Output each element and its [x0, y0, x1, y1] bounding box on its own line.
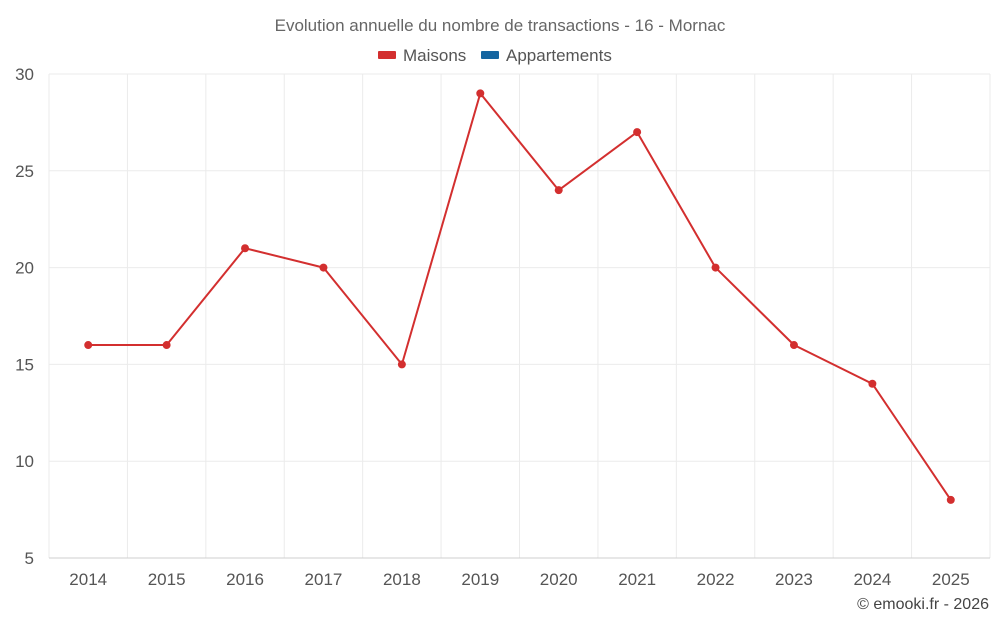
x-tick-label: 2017: [305, 570, 343, 589]
legend-item-appartements[interactable]: Appartements: [481, 46, 612, 65]
grid: [48, 73, 991, 559]
y-tick-label: 20: [15, 259, 34, 278]
x-tick-label: 2021: [618, 570, 656, 589]
x-axis: 2014 2015 2016 2017 2018 2019 2020 2021 2022 2023…: [69, 570, 969, 589]
data-point-maisons[interactable]: [476, 89, 485, 98]
x-tick-label: 2019: [461, 570, 499, 589]
y-tick-label: 25: [15, 162, 34, 181]
legend: Maisons Appartements: [378, 46, 612, 65]
legend-swatch-maisons: [378, 51, 396, 59]
data-point-maisons[interactable]: [868, 379, 877, 388]
data-point-maisons[interactable]: [946, 495, 955, 504]
y-axis: 5 10 15 20 25 30: [15, 65, 34, 568]
x-tick-label: 2016: [226, 570, 264, 589]
data-point-maisons[interactable]: [84, 341, 93, 350]
data-point-maisons[interactable]: [162, 341, 171, 350]
data-point-maisons[interactable]: [711, 263, 720, 272]
x-tick-label: 2022: [697, 570, 735, 589]
chart-title: Evolution annuelle du nombre de transact…: [275, 16, 726, 35]
legend-item-maisons[interactable]: Maisons: [378, 46, 466, 65]
data-point-maisons[interactable]: [633, 128, 642, 137]
legend-label-maisons: Maisons: [403, 46, 466, 65]
x-tick-label: 2014: [69, 570, 107, 589]
y-tick-label: 30: [15, 65, 34, 84]
data-point-maisons[interactable]: [554, 186, 563, 195]
legend-swatch-appartements: [481, 51, 499, 59]
series-maisons: [84, 89, 955, 504]
y-tick-label: 15: [15, 355, 34, 374]
x-tick-label: 2018: [383, 570, 421, 589]
x-tick-label: 2020: [540, 570, 578, 589]
data-point-maisons[interactable]: [241, 244, 250, 253]
credit-text: © emooki.fr - 2026: [857, 596, 989, 613]
legend-label-appartements: Appartements: [506, 46, 612, 65]
x-tick-label: 2015: [148, 570, 186, 589]
series-line-maisons: [88, 92, 952, 501]
y-tick-label: 5: [25, 549, 34, 568]
x-tick-label: 2024: [853, 570, 891, 589]
x-tick-label: 2025: [932, 570, 970, 589]
x-tick-label: 2023: [775, 570, 813, 589]
data-point-maisons[interactable]: [319, 263, 328, 272]
data-point-maisons[interactable]: [397, 360, 406, 369]
y-tick-label: 10: [15, 452, 34, 471]
data-point-maisons[interactable]: [789, 341, 798, 350]
